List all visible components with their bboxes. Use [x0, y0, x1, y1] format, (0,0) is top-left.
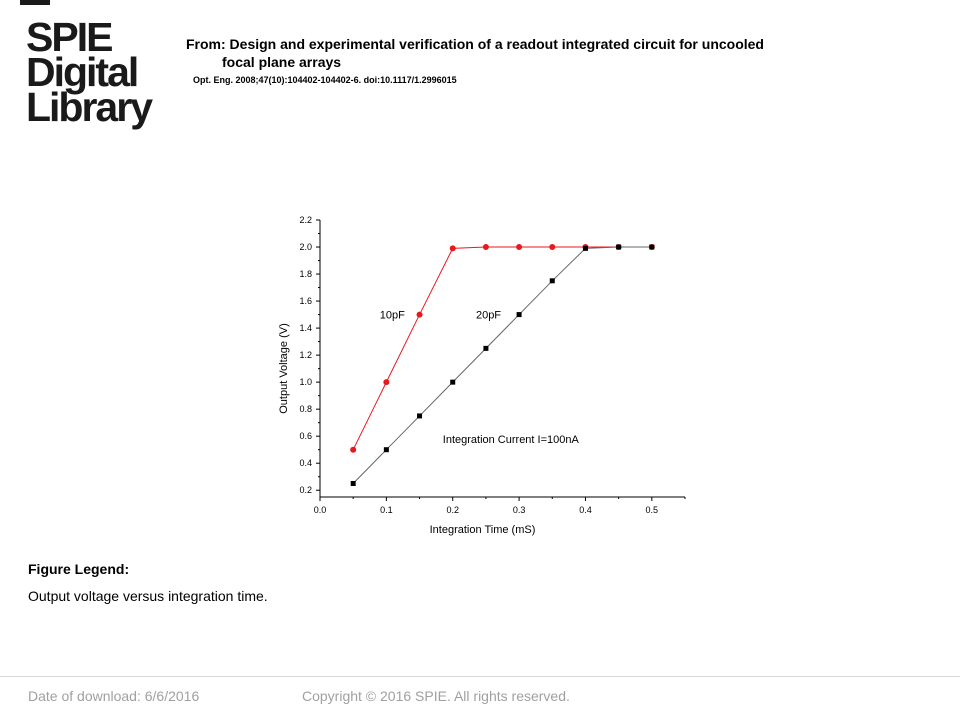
citation: Opt. Eng. 2008;47(10):104402-104402-6. d… — [193, 75, 457, 85]
logo-line-2: Digital — [26, 49, 139, 95]
data-point-20pF — [417, 413, 423, 419]
data-point-20pF — [483, 345, 489, 351]
y-tick-label: 0.8 — [299, 404, 312, 414]
article-title-line-2: focal plane arrays — [222, 54, 342, 70]
corner-mark — [20, 0, 50, 5]
y-tick-label: 0.2 — [299, 485, 312, 495]
chart-series — [350, 244, 655, 486]
data-point-10pF — [416, 311, 423, 318]
data-point-10pF — [449, 245, 456, 252]
chart-annotation: 20pF — [476, 310, 501, 322]
figure-legend-heading: Figure Legend: — [28, 561, 130, 577]
output-voltage-chart: 0.2 0.4 0.6 0.8 1.0 1.2 1.4 1.6 1.8 2.0 2.2 0.0 0.1 0… — [278, 215, 686, 536]
y-tick-label: 0.4 — [299, 458, 312, 468]
spie-digital-library-logo: SPIE Digital Library — [26, 14, 153, 130]
series-line-10pF — [352, 246, 652, 450]
y-tick-label: 1.6 — [299, 296, 312, 306]
logo-line-1: SPIE — [26, 14, 113, 60]
article-title-line-1: From: Design and experimental verificati… — [186, 36, 764, 52]
y-tick-label: 1.8 — [299, 269, 312, 279]
y-tick-label: 0.6 — [299, 431, 312, 441]
x-axis-label: Integration Time (mS) — [430, 524, 536, 536]
x-tick-label: 0.3 — [513, 505, 526, 515]
y-tick-label: 2.2 — [299, 215, 312, 225]
x-tick-label: 0.4 — [579, 505, 592, 515]
data-point-10pF — [482, 244, 489, 251]
data-point-20pF — [350, 480, 356, 486]
data-point-10pF — [549, 244, 556, 251]
series-line-20pF — [352, 246, 652, 484]
chart-labels: Integration Time (mS) Output Voltage (V) 1… — [278, 310, 579, 536]
chart-axes: 0.2 0.4 0.6 0.8 1.0 1.2 1.4 1.6 1.8 2.0 2.2 0.0 0.1 0… — [299, 215, 686, 515]
chart-annotation: 10pF — [380, 310, 405, 322]
footer-divider — [0, 676, 960, 677]
x-tick-label: 0.5 — [646, 505, 659, 515]
data-point-10pF — [516, 244, 523, 251]
y-axis-label: Output Voltage (V) — [278, 323, 290, 414]
data-point-20pF — [549, 278, 555, 284]
data-point-10pF — [350, 446, 357, 453]
y-tick-label: 2.0 — [299, 242, 312, 252]
data-point-20pF — [516, 312, 522, 318]
figure-legend-text: Output voltage versus integration time. — [28, 588, 268, 604]
chart-annotation: Integration Current I=100nA — [443, 434, 580, 446]
copyright-notice: Copyright © 2016 SPIE. All rights reserv… — [302, 688, 570, 704]
download-date: Date of download: 6/6/2016 — [28, 688, 200, 704]
data-point-20pF — [582, 245, 588, 251]
y-tick-label: 1.2 — [299, 350, 312, 360]
data-point-20pF — [450, 379, 456, 385]
x-tick-label: 0.0 — [314, 505, 327, 515]
y-tick-label: 1.4 — [299, 323, 312, 333]
data-point-20pF — [616, 244, 622, 250]
article-title: From: Design and experimental verificati… — [186, 35, 886, 71]
data-point-20pF — [383, 447, 389, 453]
data-point-10pF — [383, 379, 390, 386]
y-tick-label: 1.0 — [299, 377, 312, 387]
x-tick-label: 0.2 — [446, 505, 459, 515]
logo-line-3: Library — [26, 84, 153, 130]
x-tick-label: 0.1 — [380, 505, 393, 515]
data-point-20pF — [649, 244, 655, 250]
